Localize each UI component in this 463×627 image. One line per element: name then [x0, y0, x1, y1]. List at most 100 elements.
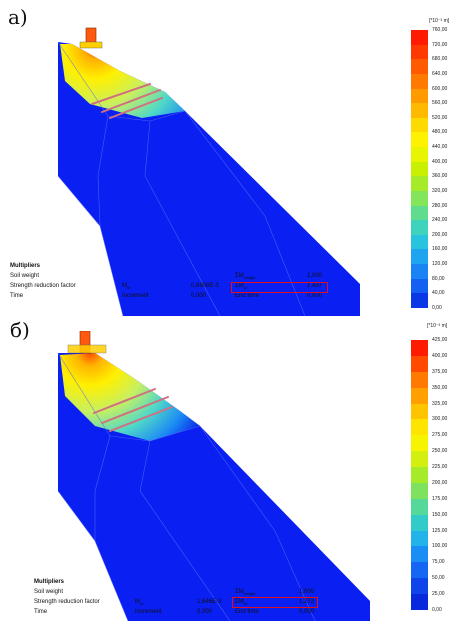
multipliers-title: Multipliers [34, 579, 65, 585]
legend-tick-label: 80,00 [432, 275, 445, 282]
msf-value: 1,646E-3 [197, 599, 222, 605]
legend-swatch [411, 293, 428, 309]
legend-tick-label: 125,00 [432, 527, 448, 534]
panel-b-multipliers: Multipliers Soil weight ΣMweight 1,000 S… [34, 577, 324, 617]
legend-tick-label: 520,00 [432, 114, 448, 121]
panel-b-label: б) [10, 318, 30, 342]
msf-value: 0,6908E-3 [191, 283, 219, 289]
legend-tick-label: 0,00 [432, 607, 442, 613]
legend-swatch [411, 205, 428, 221]
legend-swatch [411, 103, 428, 119]
msf-symbol: Msf [122, 283, 131, 291]
sigma-msf-value: 1,437 [307, 283, 323, 289]
legend-tick-label: 375,00 [432, 368, 448, 375]
legend-unit: [*10⁻³ m] [429, 18, 450, 24]
sigma-weight-symbol: ΣMweight [235, 589, 256, 597]
soil-weight-label: Soil weight [34, 589, 64, 595]
end-time-value: 0,000 [299, 609, 315, 615]
highlight-box-sigma-msf-b [232, 597, 318, 608]
row-soil-weight: Soil weight ΣMweight 1,000 [34, 587, 324, 597]
legend-swatch [411, 340, 428, 357]
row-soil-weight: Soil weight ΣMweight 1,000 [10, 271, 330, 281]
legend-tick-label: 225,00 [432, 464, 448, 471]
legend-tick-label: 680,00 [432, 56, 448, 63]
panel-a-color-legend: [*10⁻³ m] 760,00 720,00 680,00 640,00 600,00… [411, 18, 461, 311]
sigma-weight-value: 1,000 [307, 273, 323, 279]
row-strength-reduction: Strength reduction factor Msf 1,646E-3 Σ… [34, 597, 324, 607]
legend-swatch [411, 514, 428, 532]
time-label: Time [34, 609, 48, 615]
end-time-label: End time [235, 609, 259, 615]
sigma-weight-symbol: ΣMweight [235, 273, 256, 281]
legend-swatch [411, 220, 428, 236]
legend-tick-label: 50,00 [432, 575, 445, 582]
legend-swatch [411, 88, 428, 104]
legend-tick-label: 300,00 [432, 416, 448, 423]
legend-swatch [411, 578, 428, 595]
legend-tick-label: 200,00 [432, 479, 448, 486]
sigma-weight-value: 1,000 [299, 589, 315, 595]
anchor-rows [93, 388, 173, 432]
legend-tick-label: 425,00 [432, 337, 448, 343]
msf-symbol: Msf [135, 599, 144, 607]
srf-label: Strength reduction factor [10, 283, 76, 289]
legend-tick-label: 200,00 [432, 231, 448, 238]
sigma-msf-symbol: ΣMsf [235, 283, 247, 291]
legend-swatch [411, 467, 428, 484]
legend-tick-label: 720,00 [432, 41, 448, 48]
legend-swatch [411, 59, 428, 75]
legend-tick-label: 25,00 [432, 591, 445, 598]
legend-swatch [411, 482, 428, 500]
increment-value: 0,000 [197, 609, 213, 615]
legend-swatch [411, 44, 428, 60]
panel-b-deformation-plot [57, 331, 370, 621]
soil-weight-label: Soil weight [10, 273, 40, 279]
legend-swatch [411, 249, 428, 265]
panel-b-color-legend: [*10⁻³ m] 425,00 400,00 375,00 350,00 325,00… [411, 323, 461, 623]
sigma-msf-symbol: ΣMsf [235, 599, 247, 607]
legend-tick-label: 560,00 [432, 100, 448, 107]
end-time-label: End time [235, 293, 259, 299]
sigma-msf-value: 1,273 [299, 599, 315, 605]
legend-swatch [411, 190, 428, 207]
panel-a-deformation-plot [57, 27, 360, 316]
legend-swatch [411, 403, 428, 420]
legend-swatch [411, 176, 428, 192]
anchor-rows [91, 83, 163, 119]
legend-swatch [411, 278, 428, 294]
legend-tick-label: 325,00 [432, 400, 448, 407]
legend-tick-label: 120,00 [432, 261, 448, 268]
legend-tick-label: 240,00 [432, 217, 448, 224]
increment-label: Increment [122, 293, 149, 299]
legend-unit: [*10⁻³ m] [427, 323, 448, 329]
legend-tick-label: 280,00 [432, 202, 448, 209]
legend-swatch [411, 594, 428, 611]
increment-value: 0,000 [191, 293, 207, 299]
legend-swatch [411, 546, 428, 563]
legend-tick-label: 600,00 [432, 85, 448, 92]
legend-swatch [411, 562, 428, 579]
highlight-box-sigma-msf-a [231, 282, 328, 293]
legend-tick-label: 760,00 [432, 27, 448, 33]
legend-tick-label: 640,00 [432, 70, 448, 77]
legend-swatch [411, 355, 428, 373]
time-label: Time [10, 293, 24, 299]
footing-base [79, 41, 103, 49]
legend-swatch [411, 387, 428, 405]
legend-tick-label: 100,00 [432, 543, 448, 550]
legend-tick-label: 0,00 [432, 305, 442, 311]
srf-label: Strength reduction factor [34, 599, 100, 605]
legend-tick-label: 75,00 [432, 559, 445, 566]
legend-tick-label: 150,00 [432, 511, 448, 518]
legend-tick-label: 250,00 [432, 448, 448, 455]
panel-a-label: а) [8, 5, 28, 29]
legend-swatch [411, 419, 428, 436]
row-time: Time Increment 0,000 End time 0,000 [34, 607, 324, 617]
legend-swatch [411, 234, 428, 250]
mesh-lines [57, 352, 316, 621]
legend-swatch [411, 451, 428, 468]
legend-tick-label: 175,00 [432, 495, 448, 502]
end-time-value: 0,000 [307, 293, 323, 299]
legend-swatch [411, 435, 428, 452]
legend-tick-label: 440,00 [432, 144, 448, 151]
